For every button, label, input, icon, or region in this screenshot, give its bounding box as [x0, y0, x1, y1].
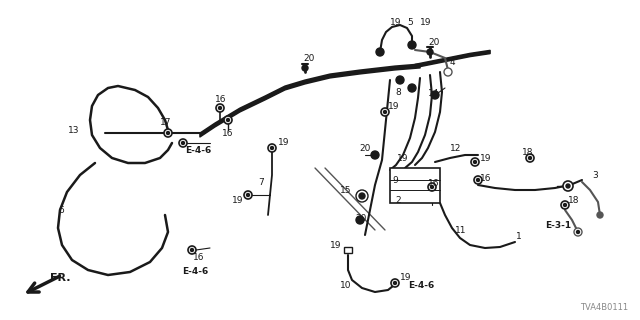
Text: 11: 11 [455, 226, 467, 235]
Circle shape [391, 279, 399, 287]
Circle shape [563, 181, 573, 191]
Circle shape [224, 116, 232, 124]
Text: E-4-6: E-4-6 [408, 281, 435, 290]
Text: 1: 1 [516, 231, 522, 241]
Circle shape [373, 153, 377, 157]
Text: 20: 20 [428, 37, 440, 46]
Circle shape [408, 84, 416, 92]
Circle shape [474, 161, 477, 164]
Bar [344, 247, 352, 253]
Circle shape [563, 204, 566, 206]
Circle shape [302, 65, 308, 71]
Text: 6: 6 [58, 205, 64, 214]
Text: 4: 4 [450, 58, 456, 67]
Circle shape [474, 176, 482, 184]
Circle shape [383, 110, 387, 114]
Circle shape [477, 179, 479, 181]
Text: 19: 19 [397, 154, 408, 163]
Circle shape [371, 151, 379, 159]
Circle shape [356, 216, 364, 224]
Circle shape [408, 41, 416, 49]
Text: 3: 3 [592, 171, 598, 180]
Text: 13: 13 [68, 125, 79, 134]
Text: 19: 19 [480, 154, 492, 163]
Text: 16: 16 [428, 179, 440, 188]
Circle shape [179, 139, 187, 147]
Circle shape [216, 104, 224, 112]
Text: 16: 16 [193, 253, 205, 262]
Text: 2: 2 [395, 196, 401, 204]
Text: 5: 5 [407, 18, 413, 27]
Circle shape [244, 191, 252, 199]
Circle shape [164, 129, 172, 137]
Text: 19: 19 [330, 241, 342, 250]
Circle shape [166, 132, 170, 134]
Text: 20: 20 [303, 53, 314, 62]
Text: 9: 9 [392, 175, 397, 185]
Text: 7: 7 [258, 178, 264, 187]
Circle shape [359, 193, 365, 199]
Circle shape [526, 154, 534, 162]
Text: 20: 20 [355, 213, 366, 222]
Text: E-4-6: E-4-6 [182, 268, 208, 276]
Circle shape [566, 184, 570, 188]
Text: 19: 19 [420, 18, 431, 27]
Text: 18: 18 [522, 148, 534, 156]
Circle shape [188, 246, 196, 254]
Circle shape [428, 183, 436, 191]
Circle shape [577, 230, 579, 234]
Text: 14: 14 [428, 89, 440, 98]
Text: 12: 12 [450, 143, 461, 153]
Text: 18: 18 [568, 196, 579, 204]
Circle shape [268, 144, 276, 152]
Text: 19: 19 [388, 101, 399, 110]
Circle shape [529, 156, 531, 159]
Text: 19: 19 [278, 138, 289, 147]
Text: E-4-6: E-4-6 [185, 146, 211, 155]
Circle shape [227, 118, 230, 122]
Text: 15: 15 [340, 186, 351, 195]
Circle shape [271, 147, 273, 149]
Circle shape [597, 212, 603, 218]
Circle shape [471, 158, 479, 166]
Text: TVA4B0111: TVA4B0111 [580, 303, 628, 312]
Circle shape [561, 201, 569, 209]
Text: FR.: FR. [50, 273, 70, 283]
Text: 20: 20 [359, 143, 371, 153]
Text: 19: 19 [400, 274, 412, 283]
Text: 19: 19 [232, 196, 243, 204]
Text: 10: 10 [340, 281, 351, 290]
Circle shape [444, 68, 452, 76]
Text: 17: 17 [160, 117, 172, 126]
Text: 16: 16 [222, 129, 234, 138]
Circle shape [246, 194, 250, 196]
Circle shape [431, 91, 439, 99]
Bar [390, 168, 440, 203]
Circle shape [356, 190, 368, 202]
Circle shape [396, 76, 404, 84]
Circle shape [191, 249, 193, 252]
Text: 19: 19 [390, 18, 401, 27]
Circle shape [218, 107, 221, 109]
Circle shape [381, 108, 389, 116]
Circle shape [431, 186, 433, 188]
Text: 16: 16 [480, 173, 492, 182]
Circle shape [376, 48, 384, 56]
Circle shape [394, 282, 397, 284]
Text: 16: 16 [215, 94, 227, 103]
Text: E-3-1: E-3-1 [545, 220, 571, 229]
Circle shape [427, 49, 433, 55]
Circle shape [574, 228, 582, 236]
Circle shape [182, 141, 184, 145]
Text: 8: 8 [395, 87, 401, 97]
